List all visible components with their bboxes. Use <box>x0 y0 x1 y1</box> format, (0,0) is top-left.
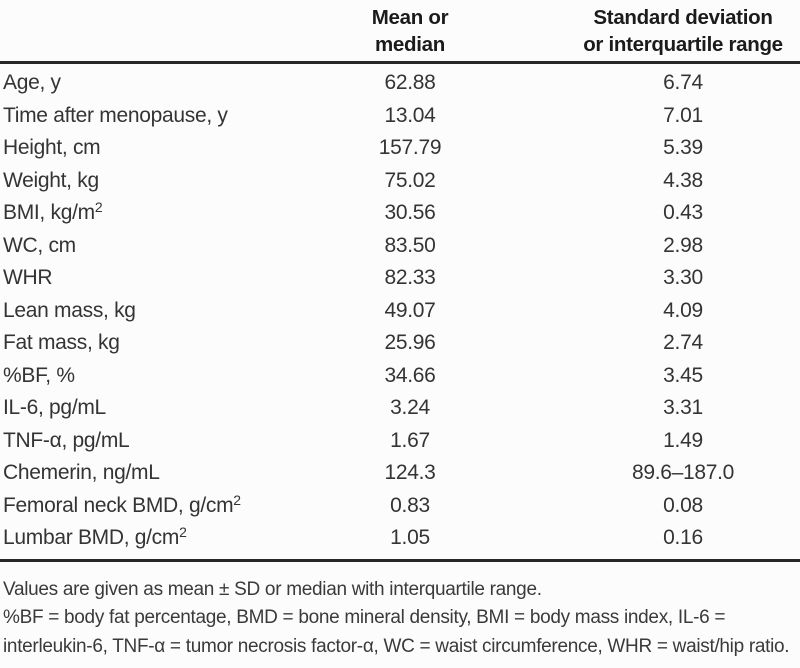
cell-sd: 0.08 <box>663 493 703 517</box>
table-row-wc: WC, cm 83.50 2.98 <box>0 230 800 263</box>
row-label-text: WHR <box>3 266 53 290</box>
row-label-text: Chemerin, ng/mL <box>3 461 160 485</box>
header-standard-deviation: Standard deviation or interquartile rang… <box>583 6 783 56</box>
cell-mean: 1.67 <box>390 428 430 452</box>
cell-mean: 62.88 <box>384 71 436 95</box>
cell-mean: 34.66 <box>384 363 436 387</box>
cell-mean: 75.02 <box>384 168 436 192</box>
table-footnotes: Values are given as mean ± SD or median … <box>0 562 800 662</box>
row-label: Time after menopause, y <box>0 104 254 128</box>
row-label-text: Femoral neck BMD, g/cm <box>3 493 234 517</box>
row-label: Fat mass, kg <box>0 331 254 355</box>
row-label: Lean mass, kg <box>0 299 254 323</box>
row-label-text: Age, y <box>3 71 61 95</box>
row-label-text: TNF-α, pg/mL <box>3 428 130 452</box>
cell-mean: 157.79 <box>378 136 442 160</box>
cell-sd: 3.45 <box>663 363 703 387</box>
cell-sd: 2.98 <box>663 233 703 257</box>
table-row-femoral-neck-bmd: Femoral neck BMD, g/cm2 0.83 0.08 <box>0 490 800 523</box>
row-label: Femoral neck BMD, g/cm2 <box>0 491 254 518</box>
header-mean-or-median: Mean or median <box>371 6 449 56</box>
cell-mean: 82.33 <box>384 266 436 290</box>
row-label-text: %BF, % <box>3 363 75 387</box>
row-label: WC, cm <box>0 234 254 258</box>
table-row-chemerin: Chemerin, ng/mL 124.3 89.6–187.0 <box>0 457 800 490</box>
table-row-percent-bf: %BF, % 34.66 3.45 <box>0 360 800 393</box>
table-row-bmi: BMI, kg/m2 30.56 0.43 <box>0 197 800 230</box>
row-label-superscript: 2 <box>233 491 241 508</box>
row-label-text: Height, cm <box>3 136 101 160</box>
cell-mean: 13.04 <box>384 103 436 127</box>
cell-sd: 0.16 <box>663 526 703 550</box>
row-label: Chemerin, ng/mL <box>0 461 254 485</box>
cell-mean: 30.56 <box>384 201 436 225</box>
cell-sd: 5.39 <box>663 136 703 160</box>
table-row-weight: Weight, kg 75.02 4.38 <box>0 165 800 198</box>
cell-sd: 2.74 <box>663 331 703 355</box>
cell-sd: 4.38 <box>663 168 703 192</box>
row-label: Height, cm <box>0 136 254 160</box>
row-label: Lumbar BMD, g/cm2 <box>0 524 254 550</box>
row-label-text: Fat mass, kg <box>3 331 120 355</box>
cell-sd: 6.74 <box>663 71 703 95</box>
table-row-whr: WHR 82.33 3.30 <box>0 262 800 295</box>
row-label-text: BMI, kg/m <box>3 201 95 225</box>
row-label-text: Time after menopause, y <box>3 103 228 127</box>
cell-mean: 3.24 <box>390 396 430 420</box>
footnote-abbreviations: %BF = body fat percentage, BMD = bone mi… <box>3 607 790 657</box>
cell-sd: 3.31 <box>663 396 703 420</box>
row-label-superscript: 2 <box>179 524 187 541</box>
header-divider-rule <box>0 61 800 64</box>
cell-mean: 1.05 <box>390 526 430 550</box>
table-row-lean-mass: Lean mass, kg 49.07 4.09 <box>0 295 800 328</box>
cell-sd: 7.01 <box>663 103 703 127</box>
row-label-text: Lean mass, kg <box>3 298 136 322</box>
row-label-text: Weight, kg <box>3 168 99 192</box>
footnote-values-note: Values are given as mean ± SD or median … <box>3 578 542 600</box>
table-row-tnf-alpha: TNF-α, pg/mL 1.67 1.49 <box>0 425 800 458</box>
table-row-il6: IL-6, pg/mL 3.24 3.31 <box>0 392 800 425</box>
cell-mean: 0.83 <box>390 493 430 517</box>
cell-sd: 3.30 <box>663 266 703 290</box>
table-row-age: Age, y 62.88 6.74 <box>0 67 800 100</box>
table-row-lumbar-bmd: Lumbar BMD, g/cm2 1.05 0.16 <box>0 522 800 555</box>
cell-sd: 89.6–187.0 <box>631 461 735 485</box>
cell-mean: 49.07 <box>384 298 436 322</box>
table-row-height: Height, cm 157.79 5.39 <box>0 132 800 165</box>
cell-sd: 1.49 <box>663 428 703 452</box>
row-label: %BF, % <box>0 364 254 388</box>
row-label-text: IL-6, pg/mL <box>3 396 106 420</box>
table-row-fat-mass: Fat mass, kg 25.96 2.74 <box>0 327 800 360</box>
table-row-time-after-menopause: Time after menopause, y 13.04 7.01 <box>0 100 800 133</box>
table-bottom-rule <box>0 558 800 562</box>
table-body: Age, y 62.88 6.74 Time after menopause, … <box>0 64 800 559</box>
cell-sd: 4.09 <box>663 298 703 322</box>
row-label: IL-6, pg/mL <box>0 396 254 420</box>
row-label: WHR <box>0 266 254 290</box>
row-label: TNF-α, pg/mL <box>0 429 254 453</box>
row-label: Age, y <box>0 71 254 95</box>
row-label: Weight, kg <box>0 169 254 193</box>
row-label-superscript: 2 <box>94 199 103 216</box>
row-label-text: WC, cm <box>3 233 76 257</box>
cell-mean: 25.96 <box>384 331 436 355</box>
cell-mean: 124.3 <box>384 461 436 485</box>
row-label: BMI, kg/m2 <box>0 199 254 225</box>
table-header-row: Mean or median Standard deviation or int… <box>0 0 800 61</box>
row-label-text: Lumbar BMD, g/cm <box>3 526 180 550</box>
cell-mean: 83.50 <box>384 233 436 257</box>
cell-sd: 0.43 <box>663 201 703 225</box>
